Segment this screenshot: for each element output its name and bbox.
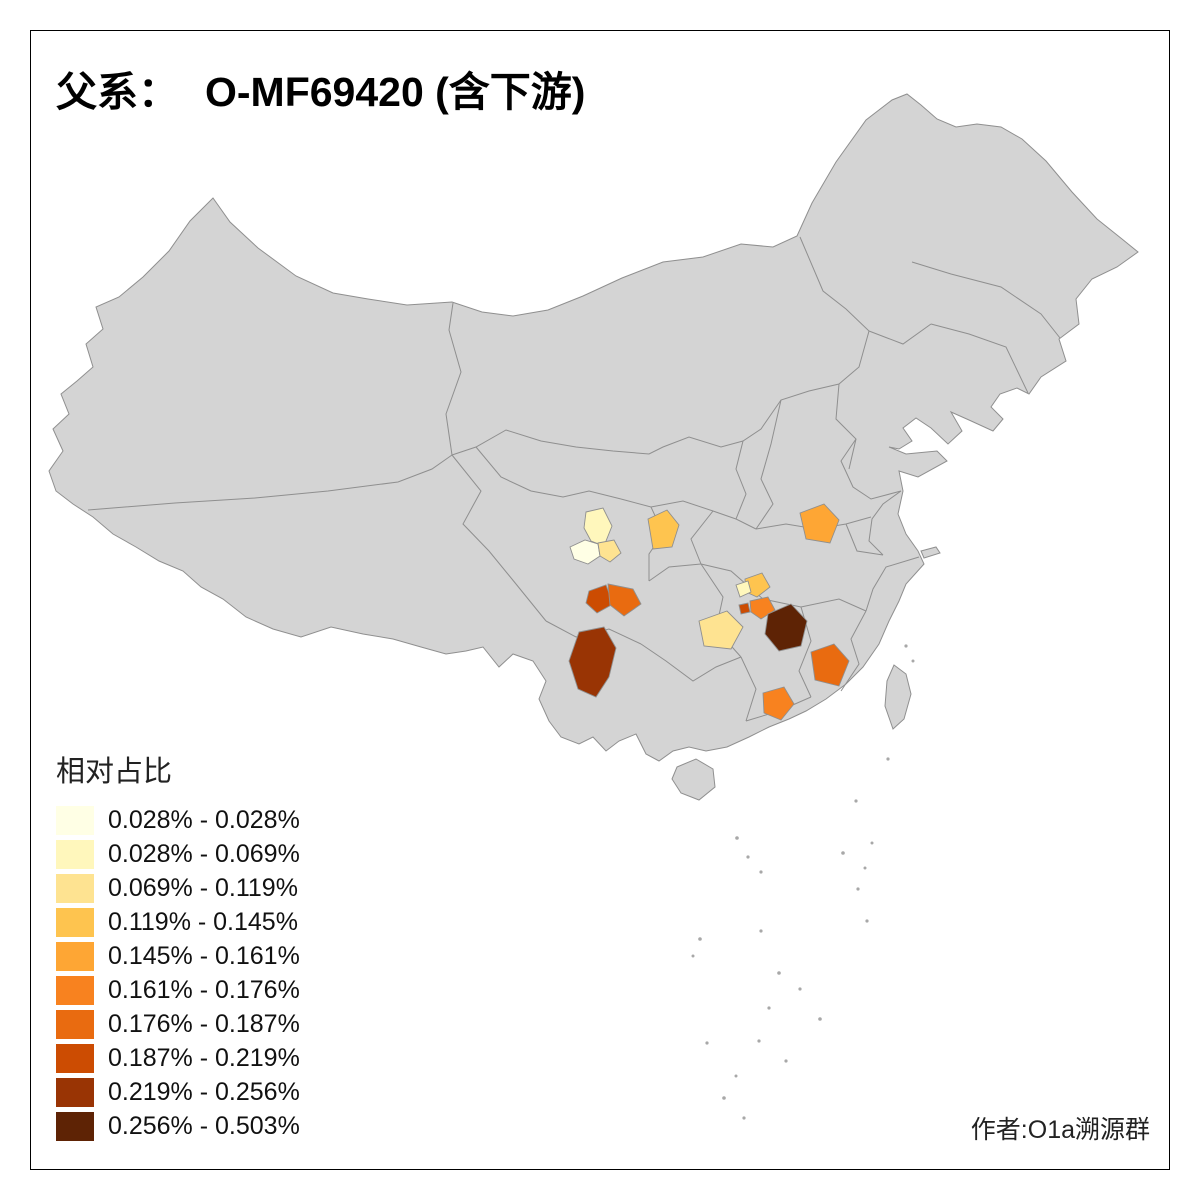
legend-label: 0.145% - 0.161%	[108, 942, 300, 970]
legend-swatch	[56, 976, 94, 1005]
china-mainland	[48, 93, 1139, 762]
highlight-region-5	[799, 503, 840, 544]
legend-swatch	[56, 942, 94, 971]
highlight-region-16	[762, 686, 795, 721]
legend-swatch	[56, 874, 94, 903]
highlight-region-9	[698, 610, 744, 650]
highlight-region-3	[597, 539, 622, 563]
legend-item: 0.187% - 0.219%	[56, 1044, 300, 1073]
legend-item: 0.161% - 0.176%	[56, 976, 300, 1005]
legend-label: 0.069% - 0.119%	[108, 874, 298, 902]
legend-swatch	[56, 840, 94, 869]
legend-label: 0.187% - 0.219%	[108, 1044, 300, 1072]
hainan-island	[671, 758, 716, 801]
legend-label: 0.176% - 0.187%	[108, 1010, 300, 1038]
legend-item: 0.176% - 0.187%	[56, 1010, 300, 1039]
taiwan-island	[884, 664, 912, 730]
legend-label: 0.119% - 0.145%	[108, 908, 298, 936]
legend-swatch	[56, 1044, 94, 1073]
title-prefix: 父系：	[56, 69, 179, 115]
highlight-region-15	[810, 643, 850, 687]
province-borders	[87, 236, 1061, 722]
legend-swatch	[56, 908, 94, 937]
title-value: O-MF69420 (含下游)	[205, 69, 586, 115]
islands	[671, 546, 941, 801]
highlight-region-6	[585, 584, 614, 614]
legend-swatch	[56, 806, 94, 835]
legend-label: 0.028% - 0.028%	[108, 806, 300, 834]
legend-item: 0.069% - 0.119%	[56, 874, 300, 903]
legend-item: 0.145% - 0.161%	[56, 942, 300, 971]
legend-label: 0.028% - 0.069%	[108, 840, 300, 868]
legend-item: 0.028% - 0.028%	[56, 806, 300, 835]
highlight-regions	[568, 503, 850, 721]
legend-label: 0.219% - 0.256%	[108, 1078, 300, 1106]
legend-item: 0.119% - 0.145%	[56, 908, 300, 937]
highlight-region-14	[764, 603, 808, 652]
highlight-region-8	[568, 626, 617, 698]
legend-title: 相对占比	[56, 756, 173, 788]
legend-label: 0.161% - 0.176%	[108, 976, 300, 1004]
legend-item: 0.219% - 0.256%	[56, 1078, 300, 1107]
sea-island-specks	[691, 644, 915, 1120]
highlight-region-13	[738, 602, 751, 615]
legend-item: 0.028% - 0.069%	[56, 840, 300, 869]
legend: 相对占比 0.028% - 0.028% 0.028% - 0.069% 0.0…	[56, 748, 300, 1146]
highlight-region-4	[647, 509, 680, 550]
page-title: 父系： O-MF69420 (含下游)	[56, 58, 585, 118]
attribution: 作者:O1a溯源群	[970, 1116, 1150, 1144]
legend-swatch	[56, 1010, 94, 1039]
legend-swatch	[56, 1112, 94, 1141]
legend-swatch	[56, 1078, 94, 1107]
legend-label: 0.256% - 0.503%	[108, 1112, 300, 1140]
highlight-region-7	[607, 583, 642, 617]
highlight-region-11	[735, 580, 752, 598]
legend-item: 0.256% - 0.503%	[56, 1112, 300, 1141]
chongming-island	[920, 546, 941, 559]
